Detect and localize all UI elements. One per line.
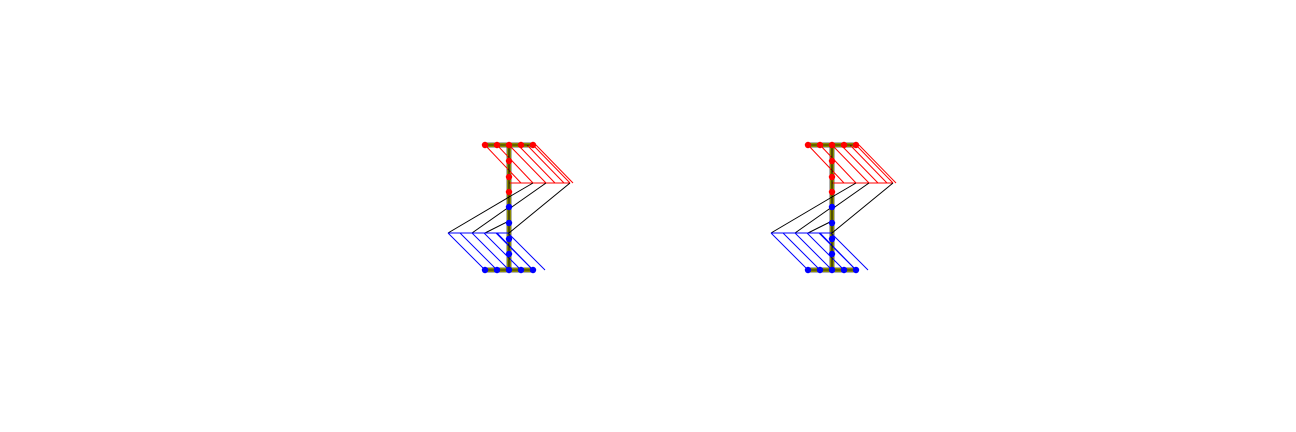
- bottom-flange-node: [852, 266, 860, 274]
- neutral-hatch-line: [807, 220, 833, 234]
- compression-hatch-line: [831, 144, 870, 184]
- bottom-flange-node: [828, 266, 836, 274]
- tension-envelope-line: [770, 232, 809, 271]
- tension-hatch-line: [459, 232, 498, 271]
- tension-hatch-line: [496, 232, 534, 271]
- web-node-tension: [828, 203, 836, 211]
- compression-hatch-line: [484, 144, 522, 184]
- neutral-hatch-line: [484, 220, 510, 234]
- compression-hatch-line: [840, 144, 879, 184]
- compression-hatch-line: [517, 144, 556, 184]
- stress-profile-line: [447, 196, 510, 234]
- top-flange-node: [828, 141, 836, 149]
- web-node-tension: [828, 250, 836, 258]
- web-node-compression: [828, 188, 836, 196]
- top-flange-node: [481, 141, 489, 149]
- tension-hatch-line: [471, 232, 510, 271]
- compression-envelope-line: [532, 144, 571, 184]
- tension-hatch-line: [819, 232, 857, 271]
- web-node-compression: [828, 157, 836, 165]
- bottom-flange-node: [840, 266, 848, 274]
- compression-hatch-line: [535, 144, 574, 184]
- tension-hatch-line: [782, 232, 821, 271]
- top-flange-node: [529, 141, 537, 149]
- top-flange-node: [517, 141, 525, 149]
- compression-hatch-line: [508, 144, 547, 184]
- web-node-compression: [505, 188, 513, 196]
- top-flange-node: [505, 141, 513, 149]
- stress-profile-line: [831, 182, 894, 234]
- compression-hatch-line: [858, 144, 897, 184]
- compression-hatch-line: [496, 144, 534, 184]
- bottom-flange-node: [804, 266, 812, 274]
- stress-profile-line: [508, 182, 571, 234]
- top-flange-node: [852, 141, 860, 149]
- web-node-tension: [828, 235, 836, 243]
- stress-profile-line: [770, 196, 833, 234]
- section-panel-right: [770, 141, 897, 274]
- tension-hatch-line: [794, 232, 833, 271]
- bottom-flange-node: [505, 266, 513, 274]
- bottom-flange-node: [517, 266, 525, 274]
- web-node-tension: [505, 235, 513, 243]
- tension-hatch-line: [806, 232, 845, 271]
- compression-hatch-line: [807, 144, 845, 184]
- bottom-flange-node: [529, 266, 537, 274]
- compression-hatch-line: [819, 144, 857, 184]
- top-flange-node: [493, 141, 501, 149]
- neutral-hatch-line: [794, 206, 833, 234]
- web-node-compression: [505, 157, 513, 165]
- neutral-hatch-line: [831, 182, 870, 210]
- tension-hatch-line: [507, 232, 546, 271]
- tension-envelope-line: [447, 232, 486, 271]
- web-node-tension: [505, 219, 513, 227]
- bottom-flange-node: [481, 266, 489, 274]
- neutral-hatch-line: [508, 182, 547, 210]
- compression-hatch-line: [849, 144, 888, 184]
- top-flange-node: [816, 141, 824, 149]
- top-flange-node: [804, 141, 812, 149]
- web-node-tension: [828, 219, 836, 227]
- bottom-flange-node: [816, 266, 824, 274]
- neutral-hatch-line: [508, 182, 534, 198]
- compression-hatch-line: [526, 144, 565, 184]
- web-node-tension: [505, 250, 513, 258]
- neutral-hatch-line: [471, 206, 510, 234]
- web-node-compression: [828, 173, 836, 181]
- web-node-tension: [505, 203, 513, 211]
- neutral-hatch-line: [831, 182, 857, 198]
- tension-hatch-line: [483, 232, 522, 271]
- tension-hatch-line: [830, 232, 869, 271]
- compression-envelope-line: [855, 144, 894, 184]
- web-node-compression: [505, 173, 513, 181]
- section-panel-left: [447, 141, 574, 274]
- top-flange-node: [840, 141, 848, 149]
- bottom-flange-node: [493, 266, 501, 274]
